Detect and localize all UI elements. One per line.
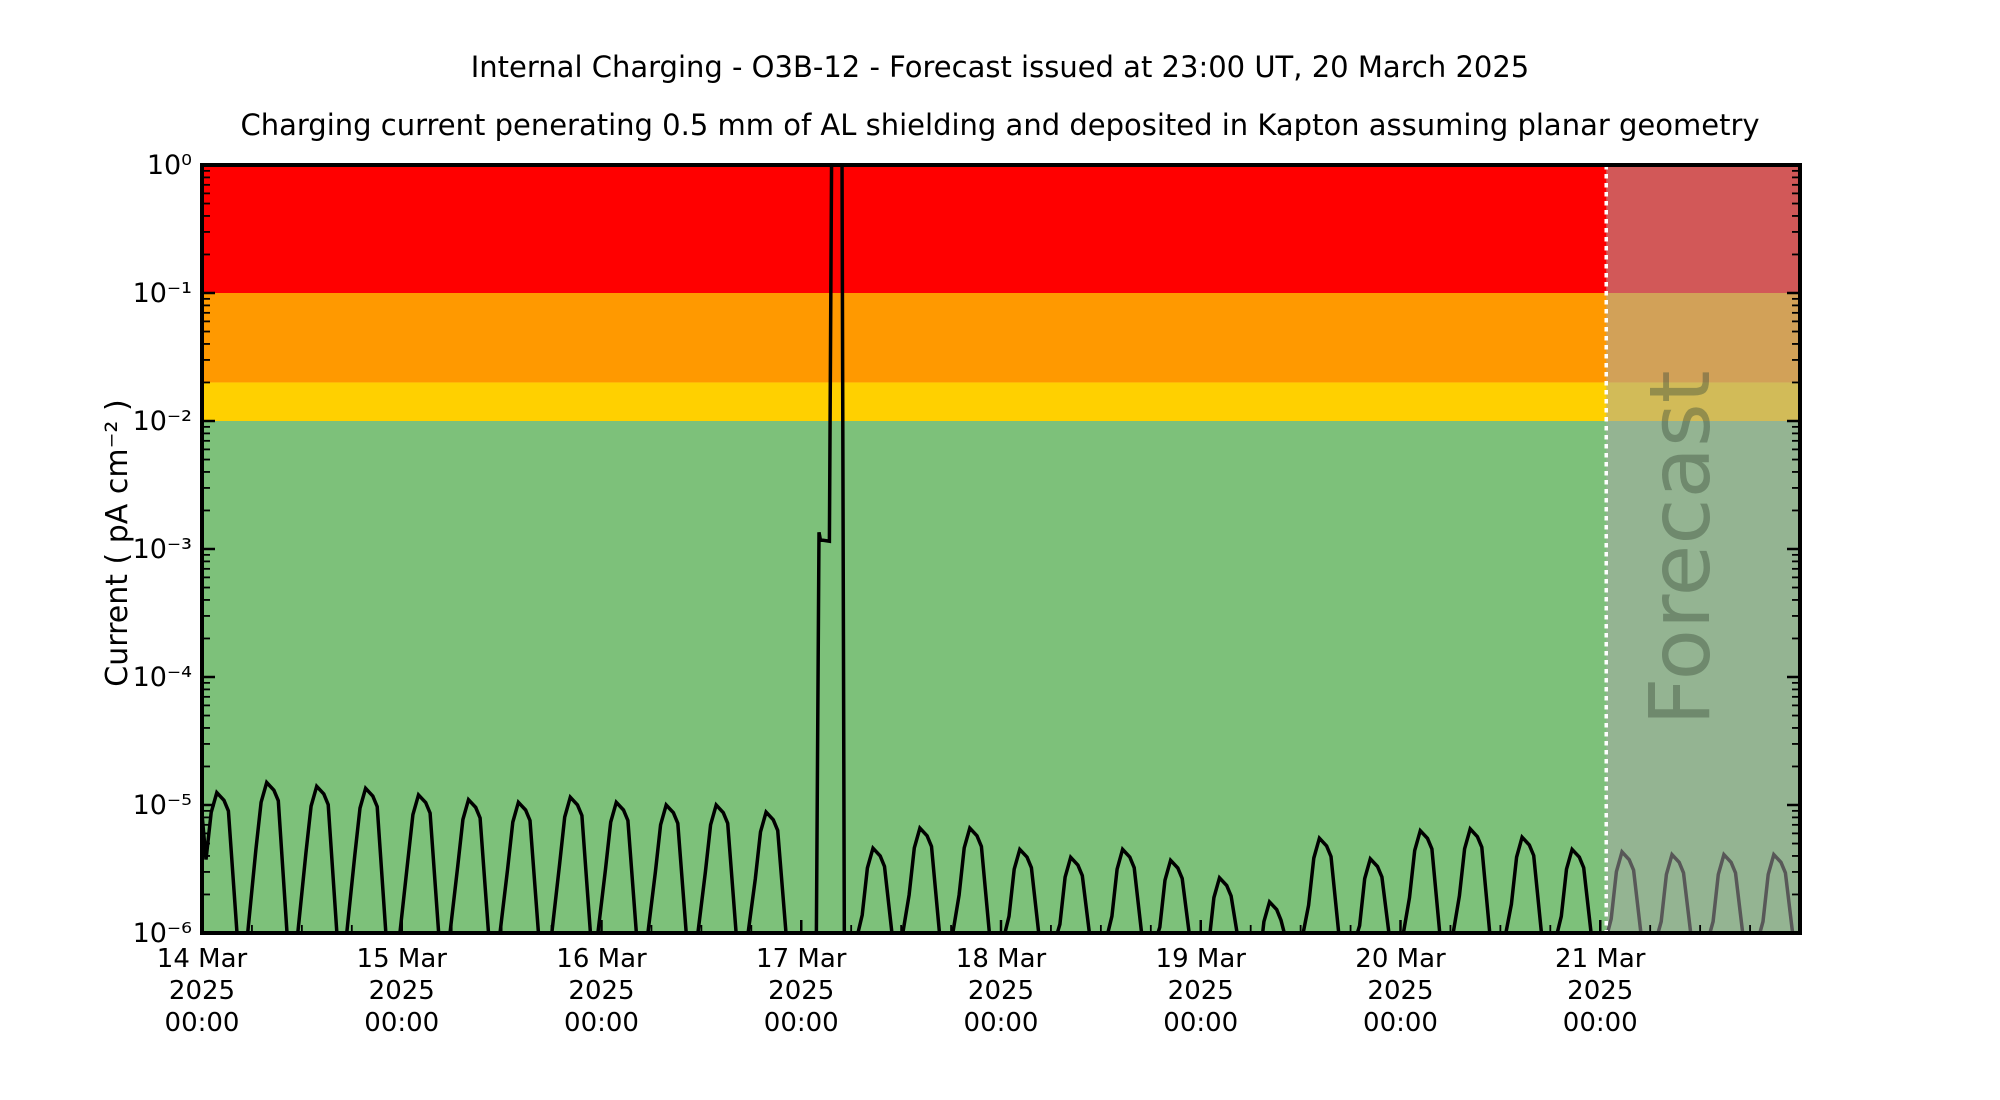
x-axis-tick-label: 00:00 xyxy=(964,1008,1039,1038)
x-axis-tick-label: 14 Mar xyxy=(157,944,248,974)
x-axis-tick-label: 00:00 xyxy=(1563,1008,1638,1038)
x-axis-tick-label: 21 Mar xyxy=(1555,944,1646,974)
x-axis-tick-label: 19 Mar xyxy=(1156,944,1247,974)
y-axis-tick-label: 10⁻² xyxy=(133,406,192,437)
x-axis-tick-label: 2025 xyxy=(568,976,634,1006)
y-axis-tick-label: 10⁻¹ xyxy=(133,278,192,309)
x-axis-tick-label: 00:00 xyxy=(1363,1008,1438,1038)
forecast-label: Forecast xyxy=(1631,370,1729,725)
x-axis-tick-label: 2025 xyxy=(968,976,1034,1006)
y-axis-tick-label: 10⁻⁵ xyxy=(133,790,192,821)
band-orange xyxy=(202,293,1800,383)
x-axis-tick-label: 00:00 xyxy=(165,1008,240,1038)
x-axis-tick-label: 2025 xyxy=(1367,976,1433,1006)
current-series-line xyxy=(202,165,1795,933)
y-axis-tick-label: 10⁻⁶ xyxy=(133,918,192,949)
x-axis-tick-label: 18 Mar xyxy=(956,944,1047,974)
x-axis-tick-label: 2025 xyxy=(1168,976,1234,1006)
x-axis-tick-label: 00:00 xyxy=(764,1008,839,1038)
chart-title: Internal Charging - O3B-12 - Forecast is… xyxy=(470,50,1530,84)
y-axis-tick-label: 10⁻⁴ xyxy=(133,662,192,693)
y-axis-tick-label: 10⁰ xyxy=(147,150,192,181)
plot-border xyxy=(200,163,1802,935)
x-axis-tick-label: 00:00 xyxy=(564,1008,639,1038)
band-red xyxy=(202,165,1800,293)
band-green xyxy=(202,421,1800,933)
band-yellow xyxy=(202,382,1800,421)
x-axis-tick-label: 20 Mar xyxy=(1355,944,1446,974)
chart-subtitle: Charging current penerating 0.5 mm of AL… xyxy=(240,108,1760,142)
forecast-region-overlay xyxy=(1606,165,1800,933)
x-axis-tick-label: 15 Mar xyxy=(357,944,448,974)
y-axis-tick-label: 10⁻³ xyxy=(133,534,192,565)
x-axis-tick-label: 2025 xyxy=(369,976,435,1006)
x-axis-tick-label: 2025 xyxy=(169,976,235,1006)
x-axis-tick-label: 2025 xyxy=(1567,976,1633,1006)
x-axis-tick-label: 00:00 xyxy=(1163,1008,1238,1038)
x-axis-tick-label: 00:00 xyxy=(364,1008,439,1038)
x-axis-tick-label: 17 Mar xyxy=(756,944,847,974)
x-axis-tick-label: 16 Mar xyxy=(556,944,647,974)
y-axis-label: Current ( pA cm⁻² ) xyxy=(100,399,135,686)
x-axis-tick-label: 2025 xyxy=(768,976,834,1006)
